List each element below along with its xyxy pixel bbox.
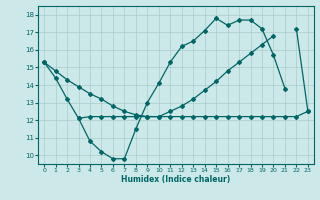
X-axis label: Humidex (Indice chaleur): Humidex (Indice chaleur) [121,175,231,184]
